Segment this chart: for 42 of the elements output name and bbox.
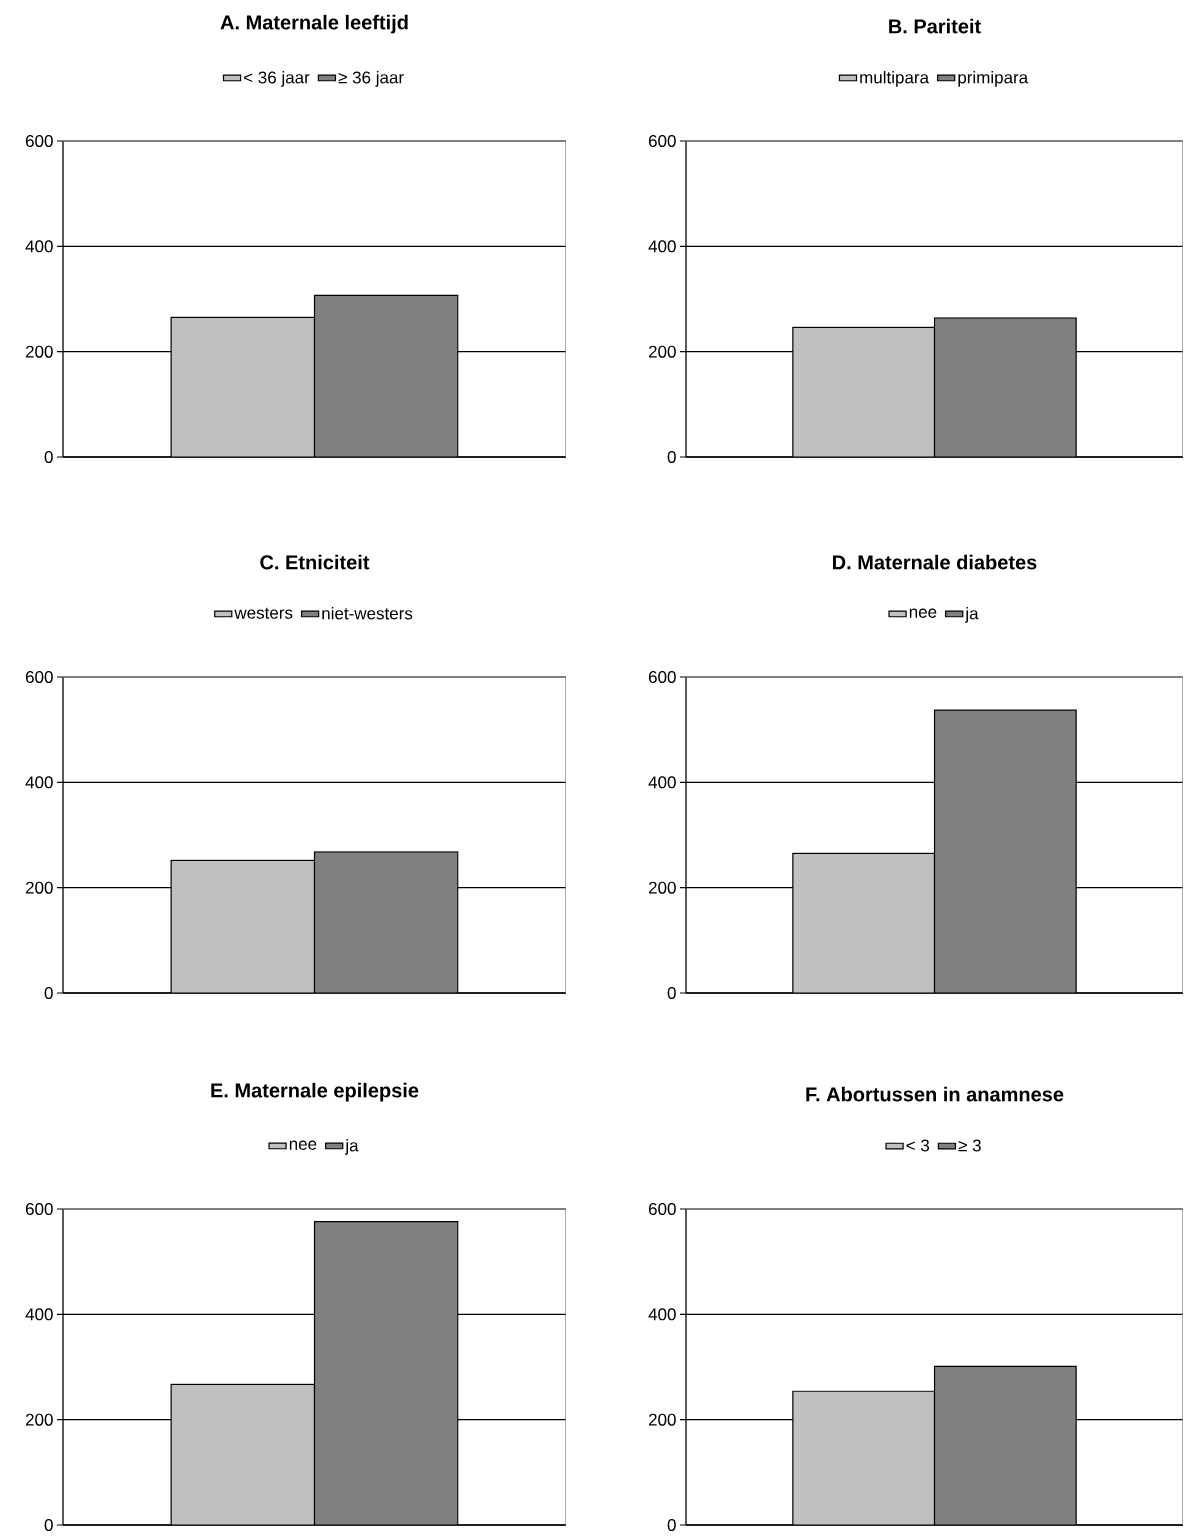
y-tick-label: 600 bbox=[648, 1202, 676, 1216]
y-tick-label: 200 bbox=[25, 881, 53, 894]
legend-label: ja bbox=[344, 1138, 359, 1155]
legend-label: niet-westers bbox=[322, 606, 413, 620]
chart-title: D. Maternale diabetes bbox=[833, 554, 1037, 570]
y-tick-label: 200 bbox=[25, 345, 53, 358]
y-tick-label: 400 bbox=[648, 240, 676, 253]
y-tick-label: 0 bbox=[44, 1518, 53, 1532]
y-tick-label: 400 bbox=[25, 240, 53, 253]
y-tick-label: 600 bbox=[648, 670, 676, 684]
y-tick-label: 600 bbox=[648, 134, 676, 148]
y-tick-label: 0 bbox=[667, 986, 676, 1000]
y-tick-label: 400 bbox=[648, 1308, 676, 1321]
y-tick-label: 200 bbox=[648, 345, 676, 358]
y-tick-label: 600 bbox=[25, 670, 53, 684]
legend-label: primipara bbox=[958, 70, 1029, 87]
chart-title: B. Pariteit bbox=[889, 18, 981, 34]
y-tick-label: 400 bbox=[25, 776, 53, 789]
legend-label: nee bbox=[289, 1140, 317, 1150]
legend-label: < 36 jaar bbox=[244, 70, 310, 87]
legend-label: < 3 bbox=[906, 1139, 930, 1152]
legend-label: ≥ 36 jaar bbox=[338, 70, 404, 87]
y-tick-label: 400 bbox=[648, 776, 676, 789]
y-tick-label: 0 bbox=[44, 450, 53, 464]
y-tick-label: 0 bbox=[44, 986, 53, 1000]
legend-label: nee bbox=[909, 608, 937, 618]
chart-title: E. Maternale epilepsie bbox=[211, 1082, 419, 1102]
legend-label: ja bbox=[964, 606, 979, 623]
chart-title: C. Etniciteit bbox=[260, 554, 370, 570]
y-tick-label: 200 bbox=[25, 1413, 53, 1426]
y-tick-label: 0 bbox=[667, 450, 676, 464]
y-tick-label: 600 bbox=[25, 134, 53, 148]
y-tick-label: 0 bbox=[667, 1518, 676, 1532]
legend-label: westers bbox=[234, 607, 293, 619]
y-tick-label: 200 bbox=[648, 1413, 676, 1426]
chart-title: F. Abortussen in anamnese bbox=[806, 1086, 1064, 1102]
y-tick-label: 200 bbox=[648, 881, 676, 894]
y-tick-label: 600 bbox=[25, 1202, 53, 1216]
legend-label: ≥ 3 bbox=[958, 1139, 981, 1152]
chart-title: A. Maternale leeftijd bbox=[220, 14, 408, 34]
legend-label: multipara bbox=[860, 70, 930, 87]
y-tick-label: 400 bbox=[25, 1308, 53, 1321]
